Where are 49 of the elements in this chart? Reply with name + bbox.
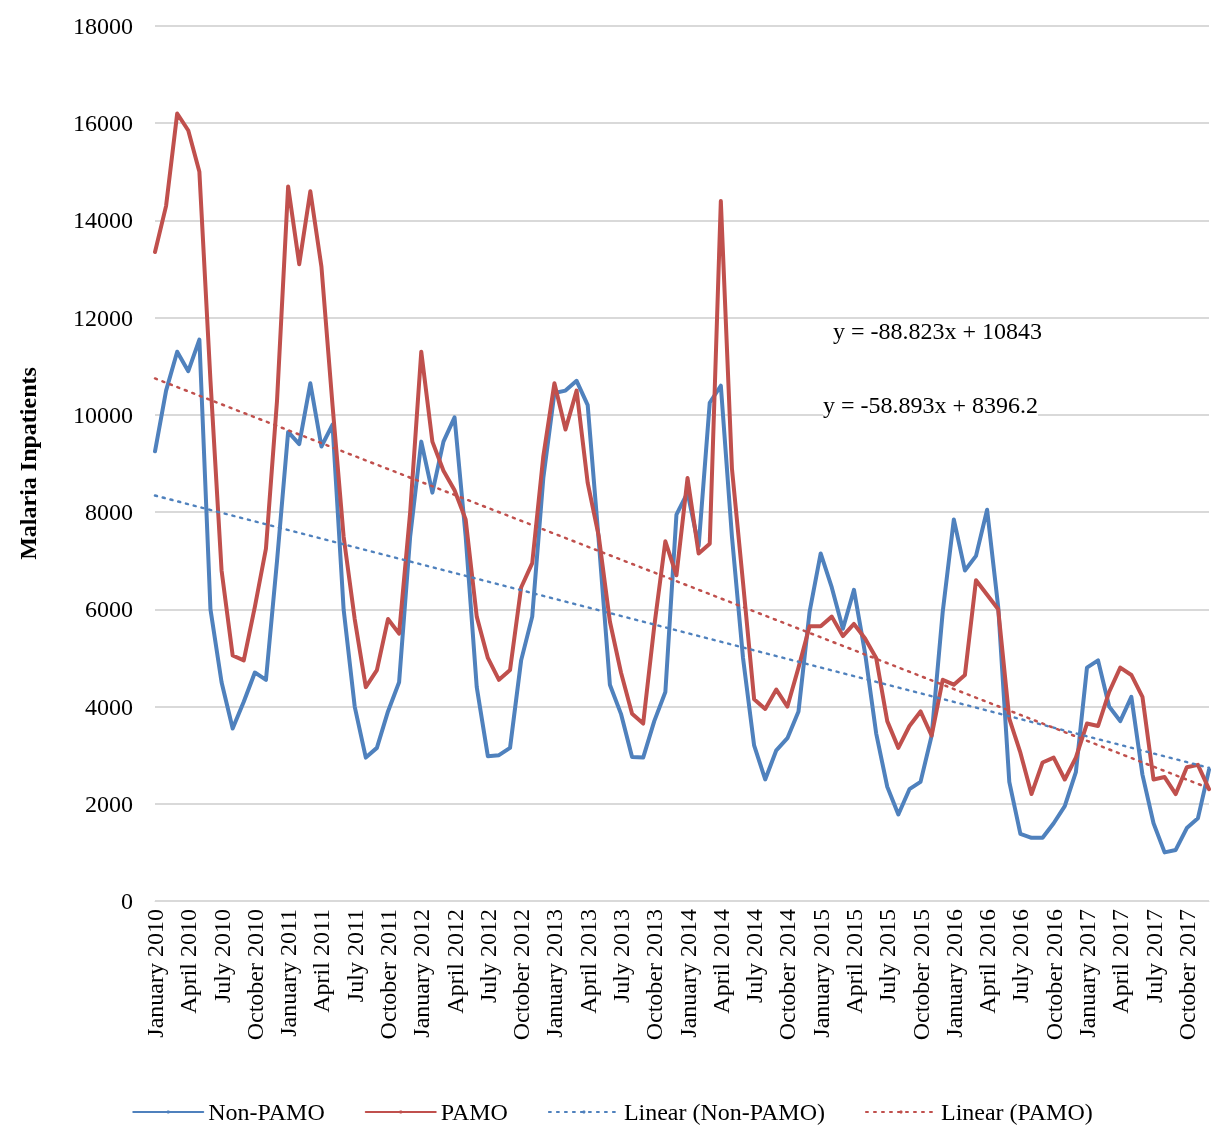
legend-label: Non-PAMO [208, 1099, 325, 1125]
x-tick-label: July 2017 [1140, 909, 1167, 1004]
x-tick-label: July 2012 [474, 909, 501, 1004]
x-tick-label: October 2010 [241, 909, 268, 1041]
x-tick-label: January 2015 [807, 909, 834, 1038]
annotation: y = -58.893x + 8396.2 [823, 392, 1039, 418]
y-tick-label: 14000 [73, 207, 133, 234]
x-tick-label: October 2013 [641, 909, 668, 1041]
x-tick-label: July 2014 [741, 909, 768, 1004]
x-tick-label: January 2012 [408, 909, 435, 1038]
x-tick-label: April 2017 [1107, 909, 1134, 1014]
x-tick-label: January 2017 [1073, 909, 1100, 1038]
x-tick-label: July 2010 [208, 909, 235, 1004]
y-tick-label: 12000 [73, 304, 133, 331]
y-tick-label: 10000 [73, 401, 133, 428]
x-tick-label: April 2014 [707, 909, 734, 1014]
x-tick-label: April 2013 [574, 909, 601, 1014]
x-tick-label: April 2012 [441, 909, 468, 1014]
x-tick-label: October 2016 [1040, 909, 1067, 1041]
x-tick-label: October 2015 [907, 909, 934, 1041]
x-tick-label: April 2016 [974, 909, 1001, 1014]
x-tick-label: October 2017 [1173, 909, 1200, 1041]
x-tick-label: January 2013 [541, 909, 568, 1038]
x-tick-label: April 2015 [840, 909, 867, 1014]
x-tick-label: July 2015 [874, 909, 901, 1004]
y-tick-label: 16000 [73, 110, 133, 137]
y-tick-label: 8000 [85, 499, 133, 526]
x-tick-label: January 2016 [940, 909, 967, 1038]
y-axis-title: Malaria Inpatients [15, 367, 41, 560]
x-tick-label: April 2010 [175, 909, 202, 1014]
x-tick-label: January 2011 [275, 909, 302, 1037]
x-tick-label: October 2012 [508, 909, 535, 1041]
legend-label: Linear (PAMO) [940, 1099, 1093, 1125]
x-tick-label: January 2014 [674, 909, 701, 1038]
y-tick-label: 6000 [85, 596, 133, 623]
y-tick-label: 2000 [85, 790, 133, 817]
legend-label: PAMO [440, 1099, 508, 1125]
x-tick-label: October 2011 [374, 909, 401, 1040]
x-tick-label: July 2013 [607, 909, 634, 1004]
legend-label: Linear (Non-PAMO) [623, 1099, 825, 1125]
x-tick-label: July 2016 [1007, 909, 1034, 1004]
y-tick-label: 4000 [85, 693, 133, 720]
y-tick-label: 18000 [73, 13, 133, 39]
y-tick-label: 0 [121, 888, 133, 914]
x-tick-label: July 2011 [341, 909, 368, 1003]
x-tick-label: January 2010 [142, 909, 168, 1038]
x-tick-label: October 2014 [774, 909, 801, 1041]
x-tick-label: April 2011 [308, 909, 335, 1013]
annotation: y = -88.823x + 10843 [833, 318, 1043, 344]
